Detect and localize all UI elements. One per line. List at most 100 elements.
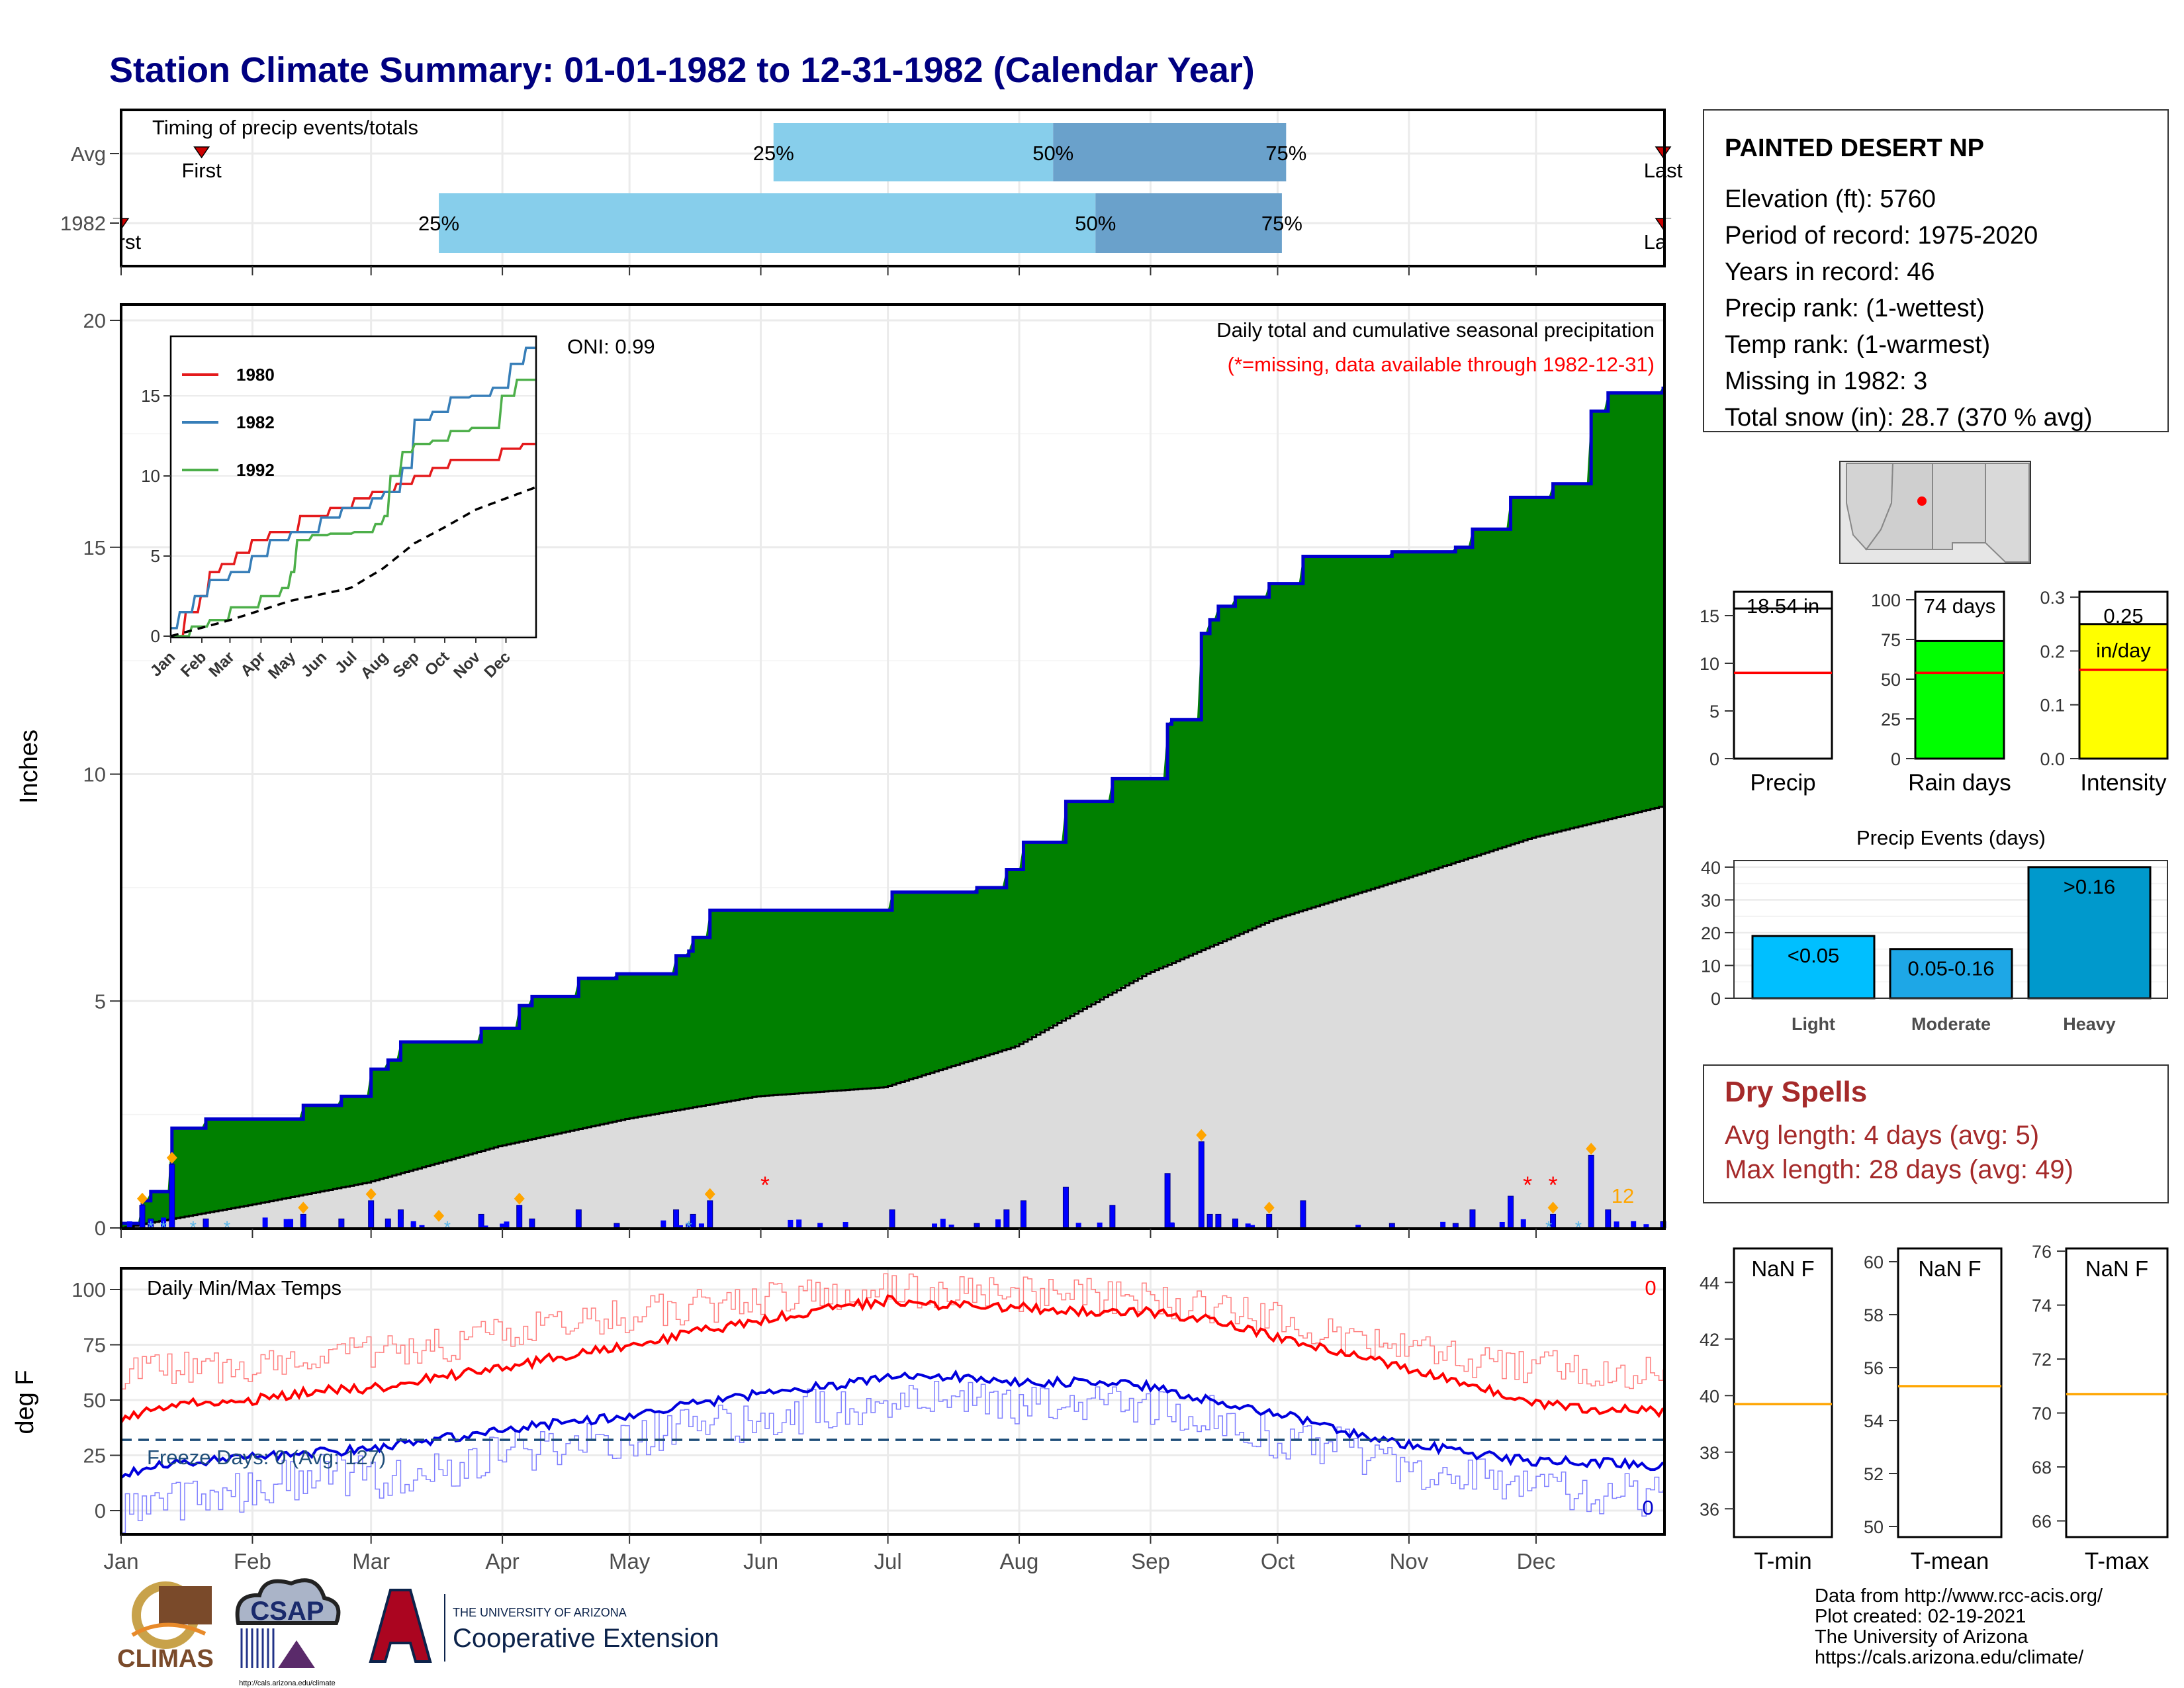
- daily-precip-bar: [1062, 1186, 1069, 1229]
- precip-events-title: Precip Events (days): [1856, 826, 2046, 849]
- map-state-shape: [1932, 463, 1986, 550]
- daily-precip-bar: [707, 1200, 713, 1229]
- month-tick-label: Jan: [103, 1549, 138, 1573]
- snow-marker: [1196, 1129, 1207, 1141]
- snow-marker: [704, 1188, 715, 1200]
- summary-bar-tick-label: 15: [1700, 606, 1719, 626]
- missing-note: (*=missing, data available through 1982-…: [1228, 353, 1655, 376]
- temp-summary-tick-label: 40: [1700, 1386, 1719, 1406]
- daily-precip-bar: [482, 1225, 488, 1228]
- daily-precip-bar: [288, 1219, 294, 1228]
- daily-precip-bar: [995, 1219, 1001, 1228]
- daily-precip-bar: [842, 1222, 848, 1228]
- daily-precip-bar: [398, 1219, 404, 1228]
- oni-label: ONI: 0.99: [567, 335, 655, 358]
- daily-min-obs-line: [121, 1380, 1664, 1534]
- csap-mountain: [278, 1640, 315, 1668]
- precip-event-category: Heavy: [2063, 1014, 2116, 1034]
- daily-precip-bar: [614, 1223, 620, 1229]
- daily-precip-bar: [161, 1217, 167, 1228]
- timing-bar-25-50: [439, 193, 1096, 253]
- temp-summary-box: [2065, 1247, 2169, 1538]
- daily-precip-bar: [1508, 1196, 1514, 1229]
- precip-event-bar: [1889, 948, 2013, 1000]
- temp-count-top: 0: [1645, 1276, 1656, 1299]
- map-state-shape: [1985, 463, 2030, 563]
- first-event-label: First: [181, 159, 222, 182]
- summary-bar-border: [1733, 590, 1833, 760]
- daily-precip-bar: [410, 1221, 416, 1228]
- station-info-box: PAINTED DESERT NP Elevation (ft): 5760 Per…: [1703, 109, 2169, 432]
- climas-logo-text: CLIMAS: [117, 1645, 214, 1673]
- summary-bar-tick-label: 50: [1881, 670, 1901, 690]
- temp-summary-label: T-max: [2085, 1548, 2150, 1574]
- temp-summary-tick-label: 56: [1864, 1358, 1884, 1378]
- snow-marker: [514, 1192, 525, 1205]
- timing-row-label: 1982: [60, 212, 106, 235]
- timing-pct-label: 50%: [1075, 212, 1116, 235]
- daily-precip-bar: [1097, 1222, 1103, 1228]
- daily-precip-bar: [516, 1205, 523, 1229]
- summary-bar-label: Intensity: [2080, 770, 2167, 796]
- daily-precip-bar: [940, 1219, 946, 1228]
- month-tick-label: Apr: [485, 1549, 519, 1573]
- temp-summary-tick-label: 52: [1864, 1464, 1884, 1484]
- summary-bar-tick-label: 0.0: [2040, 749, 2065, 769]
- ua-logo-mark: [369, 1589, 432, 1663]
- precip-events-border: [1733, 860, 2168, 999]
- inset-legend-label: 1992: [236, 460, 275, 480]
- cumulative-precip-line: [121, 387, 1665, 1225]
- csap-logo-text: CSAP: [250, 1597, 324, 1626]
- daily-precip-bar: [1469, 1209, 1476, 1229]
- precip-event-bar: [2027, 866, 2152, 1000]
- station-box-border: [1703, 109, 2169, 432]
- daily-precip-bar: [974, 1223, 980, 1229]
- temp-summary-tick-label: 36: [1700, 1499, 1719, 1519]
- summary-bar-tick-label: 25: [1881, 710, 1901, 729]
- daily-precip-bar: [1355, 1225, 1361, 1228]
- temp-summary-tick-label: 50: [1864, 1517, 1884, 1537]
- timing-pct-label: 50%: [1032, 142, 1073, 165]
- inset-y-tick-label: 0: [151, 626, 160, 646]
- temp-title: Daily Min/Max Temps: [147, 1276, 341, 1299]
- temp-y-tick-label: 75: [83, 1334, 106, 1357]
- daily-precip-bar: [419, 1225, 425, 1228]
- daily-precip-bar: [500, 1223, 506, 1228]
- precip-event-bar-label: 0.05-0.16: [1908, 957, 1995, 980]
- summary-bar-tick-label: 0.1: [2040, 696, 2065, 716]
- csap-cloud: [235, 1578, 341, 1625]
- daily-precip-bar: [126, 1221, 132, 1228]
- precip-subtitle: Daily total and cumulative seasonal prec…: [1216, 318, 1655, 342]
- precip-event-bar-label: >0.16: [2064, 875, 2115, 898]
- daily-precip-bar: [1245, 1223, 1251, 1228]
- summary-bar-value-label: 0.25: [2103, 604, 2143, 628]
- daily-precip-bar: [283, 1219, 289, 1228]
- footer-credit-line: Plot created: 02-19-2021: [1815, 1606, 2026, 1627]
- daily-precip-bar: [504, 1221, 510, 1228]
- summary-bar-tick-label: 0: [1891, 749, 1901, 769]
- inset-border: [169, 335, 537, 639]
- temp-summary-tick-label: 72: [2032, 1350, 2052, 1370]
- temp-summary-tick-label: 60: [1864, 1252, 1884, 1272]
- snow-marker: [1547, 1201, 1559, 1214]
- events-y-tick-label: 20: [1701, 923, 1721, 943]
- daily-precip-bar: [262, 1217, 268, 1228]
- daily-precip-bar: [139, 1205, 146, 1229]
- footer-credit-line: The University of Arizona: [1815, 1626, 2028, 1648]
- temp-summary-value: NaN F: [2085, 1256, 2148, 1281]
- daily-precip-bar: [1605, 1209, 1612, 1229]
- month-tick-label: Nov: [1390, 1549, 1429, 1573]
- timing-pct-label: 25%: [418, 212, 459, 235]
- daily-precip-bar: [1643, 1224, 1649, 1228]
- precip-y-tick-label: 5: [95, 990, 106, 1013]
- timing-row-label: Avg: [71, 142, 106, 165]
- daily-precip-bar: [889, 1209, 895, 1229]
- month-tick-label: Oct: [1261, 1549, 1295, 1573]
- events-y-tick-label: 30: [1701, 890, 1721, 910]
- freeze-days-label: Freeze Days: 0 (Avg: 127): [147, 1446, 386, 1469]
- temp-summary-tick-label: 68: [2032, 1458, 2052, 1477]
- summary-bar-value-label: 74 days: [1924, 594, 1996, 618]
- daily-precip-bar: [788, 1219, 794, 1228]
- month-tick-label: Jun: [743, 1549, 778, 1573]
